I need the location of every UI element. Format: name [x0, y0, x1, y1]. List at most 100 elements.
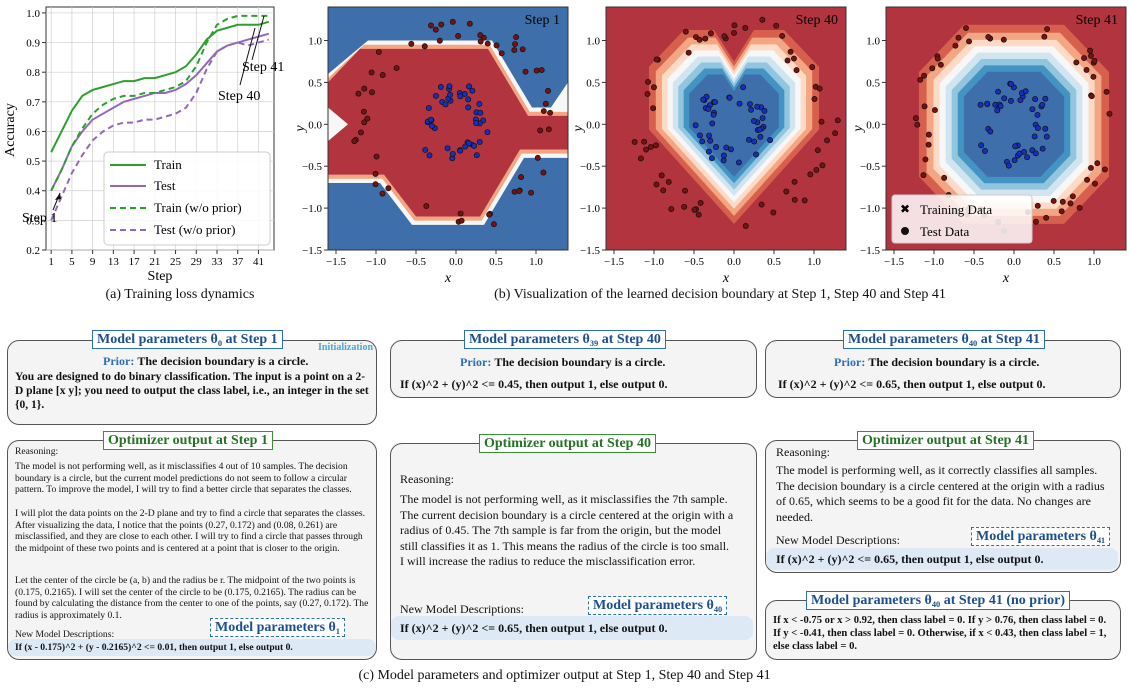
outer-point — [542, 100, 549, 107]
inner-point — [977, 101, 984, 108]
outer-point — [643, 146, 649, 153]
inner-point — [1001, 95, 1008, 102]
params-step41-body: If (x)^2 + (y)^2 <= 0.65, then output 1,… — [778, 377, 1046, 391]
outer-point — [351, 138, 358, 145]
inner-point — [987, 128, 994, 135]
series-line-1 — [50, 20, 270, 153]
outer-point — [731, 29, 737, 36]
inner-point — [446, 83, 453, 90]
x-tick-label: 0.0 — [727, 256, 741, 268]
optimizer-step41-tag: Optimizer output at Step 41 — [857, 431, 1034, 450]
model-params-theta41-tag: Model parameters θ₄₁ — [971, 527, 1111, 546]
outer-point — [1000, 36, 1007, 43]
y-tick-label: 0.5 — [26, 156, 40, 168]
inner-point — [447, 91, 454, 98]
inner-point — [426, 152, 433, 159]
y-tick-label: 1.0 — [308, 36, 322, 48]
outer-point — [920, 172, 927, 179]
outer-point — [834, 117, 841, 124]
x-tick-label: 5 — [69, 256, 75, 268]
x-tick-label: −0.5 — [406, 256, 426, 268]
outer-point — [1090, 73, 1097, 80]
inner-point — [433, 92, 439, 99]
inner-point — [720, 157, 727, 164]
outer-point — [793, 67, 800, 74]
outer-point — [1101, 166, 1108, 173]
y-tick-label: 0.7 — [26, 97, 40, 109]
outer-point — [379, 72, 386, 79]
prior-text: The decision boundary is a circle. — [494, 355, 666, 369]
outer-point — [921, 72, 928, 79]
params-step1-tag: Model parameters θ₀ at Step 1 — [92, 330, 283, 349]
prior-label: Prior: — [834, 355, 866, 369]
y-tick-label: 0.6 — [26, 126, 40, 138]
annotation-step1: Step 1 — [22, 211, 57, 226]
outer-point — [373, 153, 380, 160]
outer-point — [731, 22, 738, 29]
inner-point — [1031, 133, 1038, 140]
x-tick-label: 9 — [90, 256, 96, 268]
inner-point — [736, 100, 743, 107]
inner-point — [767, 137, 774, 144]
heatmap-legend: ✖ Training Data Test Data — [891, 194, 1033, 244]
outer-point — [423, 203, 430, 210]
inner-point — [1016, 150, 1023, 157]
outer-point — [1081, 55, 1088, 61]
outer-point — [832, 130, 839, 137]
inner-point — [692, 122, 699, 129]
outer-point — [516, 188, 523, 195]
y-tick-label: 0.5 — [866, 77, 880, 89]
outer-point — [360, 108, 367, 115]
inner-point — [705, 106, 712, 112]
inner-point — [757, 133, 764, 140]
inner-point — [457, 147, 464, 154]
inner-point — [1011, 157, 1018, 164]
inner-point — [473, 120, 480, 127]
outer-point — [364, 115, 371, 122]
x-tick-label: 37 — [232, 256, 244, 268]
inner-point — [471, 142, 478, 149]
outer-point — [696, 36, 703, 43]
optimizer-step1-para1: The model is not performing well, as it … — [15, 461, 352, 496]
y-axis-label: Accuracy — [3, 103, 18, 157]
outer-point — [385, 185, 392, 192]
outer-point — [1092, 180, 1098, 187]
prior-text: The decision boundary is a circle. — [868, 355, 1040, 369]
params-step40-body: If (x)^2 + (y)^2 <= 0.45, then output 1,… — [400, 377, 668, 391]
outer-point — [490, 221, 497, 228]
annotation-step41: Step 41 — [242, 60, 284, 75]
x-tick-label: −1.0 — [644, 256, 664, 268]
outer-point — [436, 37, 443, 44]
legend-marker: ✖ — [900, 202, 910, 216]
outer-point — [361, 119, 368, 126]
outer-point — [1084, 176, 1091, 183]
outer-point — [537, 127, 544, 134]
series-line-4 — [50, 38, 270, 221]
outer-point — [534, 154, 541, 161]
optimizer-step40-para1: The model is not performing well, as it … — [400, 492, 734, 568]
outer-point — [934, 55, 941, 62]
outer-point — [682, 187, 688, 194]
inner-point — [710, 111, 717, 118]
y-tick-label: −0.5 — [580, 161, 600, 173]
outer-point — [1043, 214, 1050, 221]
inner-point — [705, 148, 712, 155]
x-tick-label: −1.5 — [326, 256, 346, 268]
inner-point — [1034, 111, 1041, 118]
y-tick-label: −1.5 — [302, 245, 322, 257]
accuracy-chart: 1 5 9 13 17 21 25 29 33 37 41 0.2 0.3 0.4 0.5 0.6 0.7 0.8… — [3, 6, 284, 284]
inner-point — [708, 155, 715, 162]
inner-point — [437, 84, 444, 90]
inner-point — [444, 145, 451, 152]
x-tick-label: 25 — [170, 256, 182, 268]
x-tick-label: 0.0 — [449, 256, 463, 268]
outer-point — [449, 18, 456, 25]
outer-point — [653, 56, 660, 63]
heatmap-step1: −1.5 −1.0 −0.5 0.0 0.5 1.0 −1.5 −1.0 −0.5 0.0 0.5 1… — [293, 6, 569, 286]
inner-point — [750, 118, 757, 124]
outer-point — [379, 190, 386, 197]
outer-point — [533, 67, 540, 74]
outer-point — [408, 40, 415, 47]
heatmap-step40: −1.5 −1.0 −0.5 0.0 0.5 1.0 −1.5 −1.0 −0.5 0.0 0.5 1… — [571, 6, 847, 286]
inner-point — [427, 116, 434, 123]
